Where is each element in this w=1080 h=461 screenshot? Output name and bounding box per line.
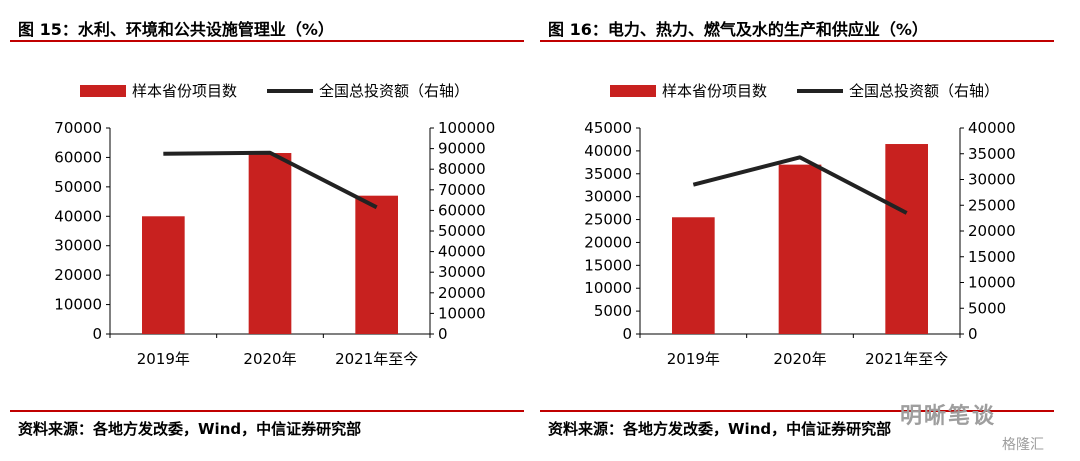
watermark-sub: 格隆汇: [1002, 437, 1044, 453]
left-tick-label: 20000: [584, 233, 632, 251]
left-tick-label: 60000: [54, 148, 102, 166]
legend-bar-label: 样本省份项目数: [132, 82, 238, 100]
right-tick-label: 80000: [438, 160, 486, 178]
x-tick-label: 2021年至今: [865, 350, 948, 368]
left-tick-label: 30000: [584, 188, 632, 206]
source-rule: [540, 410, 1054, 412]
legend-bar-label: 样本省份项目数: [662, 82, 768, 100]
bar: [672, 217, 715, 334]
right-tick-label: 0: [438, 325, 448, 343]
right-tick-label: 25000: [968, 196, 1016, 214]
x-tick-label: 2019年: [667, 350, 720, 368]
legend-line-label: 全国总投资额（右轴）: [319, 82, 470, 100]
right-tick-label: 40000: [968, 119, 1016, 137]
bar: [142, 216, 185, 334]
left-tick-label: 25000: [584, 211, 632, 229]
right-tick-label: 35000: [968, 145, 1016, 163]
left-tick-label: 0: [622, 325, 632, 343]
bar: [885, 144, 928, 334]
legend-bar-swatch: [80, 84, 126, 97]
right-tick-label: 20000: [968, 222, 1016, 240]
left-tick-label: 70000: [54, 119, 102, 137]
right-tick-label: 0: [968, 325, 978, 343]
left-tick-label: 35000: [584, 165, 632, 183]
chart-panel-left: 图 15：水利、环境和公共设施管理业（%） 样本省份项目数 全国总投资额（右轴）…: [10, 0, 524, 461]
right-tick-label: 70000: [438, 181, 486, 199]
right-tick-label: 90000: [438, 140, 486, 158]
right-tick-label: 30000: [438, 263, 486, 281]
x-tick-label: 2020年: [243, 350, 296, 368]
legend-line-swatch: [797, 88, 844, 93]
source-note: 资料来源：各地方发改委，Wind，中信证券研究部: [18, 420, 362, 438]
right-tick-label: 15000: [968, 248, 1016, 266]
figure-title: 图 16：电力、热力、燃气及水的生产和供应业（%）: [548, 20, 928, 39]
right-tick-label: 60000: [438, 201, 486, 219]
right-tick-label: 100000: [438, 119, 495, 137]
bar: [355, 195, 398, 334]
left-tick-label: 50000: [54, 178, 102, 196]
legend-bar-swatch: [610, 84, 656, 97]
left-tick-label: 10000: [54, 296, 102, 314]
left-tick-label: 10000: [584, 279, 632, 297]
left-tick-label: 20000: [54, 266, 102, 284]
x-tick-label: 2020年: [773, 350, 826, 368]
left-tick-label: 30000: [54, 237, 102, 255]
title-rule: [540, 40, 1054, 42]
bar: [778, 164, 822, 334]
right-tick-label: 50000: [438, 222, 486, 240]
right-tick-label: 30000: [968, 171, 1016, 189]
chart-panel-right: 图 16：电力、热力、燃气及水的生产和供应业（%） 样本省份项目数 全国总投资额…: [540, 0, 1054, 461]
right-tick-label: 40000: [438, 243, 486, 261]
right-tick-label: 10000: [968, 274, 1016, 292]
left-tick-label: 5000: [594, 302, 632, 320]
legend: 样本省份项目数 全国总投资额（右轴）: [80, 80, 469, 101]
left-tick-label: 40000: [54, 207, 102, 225]
title-rule: [10, 40, 524, 42]
watermark-main: 明晰笔谈: [900, 404, 997, 429]
left-tick-label: 0: [92, 325, 102, 343]
right-tick-label: 20000: [438, 284, 486, 302]
right-tick-label: 5000: [968, 299, 1006, 317]
combo-chart-left: 0 10000 20000 30000 40000 50000 60000 70000 0 100…: [54, 119, 495, 368]
bar: [248, 153, 292, 334]
left-tick-label: 40000: [584, 142, 632, 160]
source-rule: [10, 410, 524, 412]
legend: 样本省份项目数 全国总投资额（右轴）: [610, 80, 999, 101]
right-tick-label: 10000: [438, 304, 486, 322]
legend-line-swatch: [267, 88, 314, 93]
combo-chart-right: 0 5000 10000 15000 20000 25000 30000 35000 40000…: [584, 119, 1016, 368]
left-tick-label: 45000: [584, 119, 632, 137]
source-note: 资料来源：各地方发改委，Wind，中信证券研究部: [548, 420, 892, 438]
figure-title: 图 15：水利、环境和公共设施管理业（%）: [18, 20, 334, 39]
legend-line-label: 全国总投资额（右轴）: [849, 82, 1000, 100]
x-tick-label: 2019年: [137, 350, 190, 368]
x-tick-label: 2021年至今: [335, 350, 418, 368]
left-tick-label: 15000: [584, 256, 632, 274]
